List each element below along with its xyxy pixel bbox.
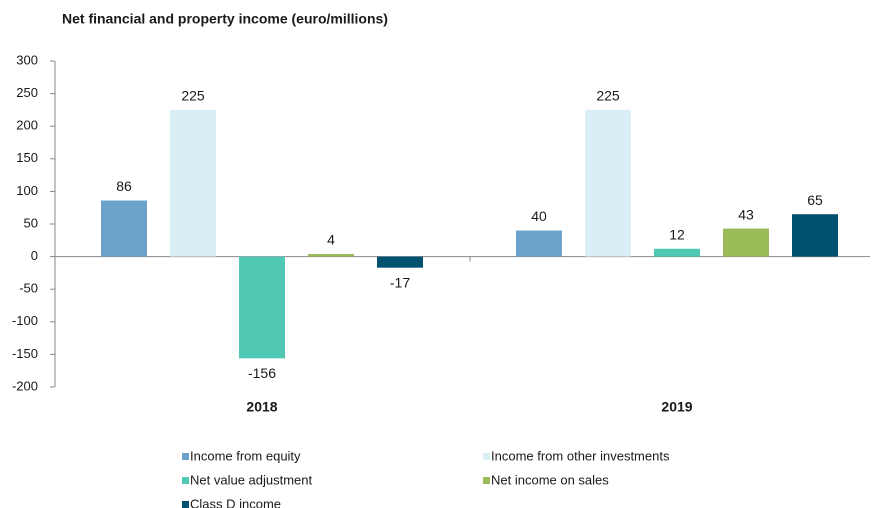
bar [101, 200, 147, 257]
y-tick-label: 200 [16, 118, 38, 133]
y-tick-label: -100 [12, 313, 38, 328]
legend-swatch [483, 477, 490, 484]
value-label: 12 [669, 226, 685, 242]
value-label: -156 [248, 365, 276, 381]
value-label: 225 [181, 88, 205, 104]
legend-swatch [182, 501, 189, 508]
y-tick-label: 50 [24, 215, 38, 230]
legend-label: Income from other investments [491, 448, 670, 463]
value-label: 40 [531, 208, 547, 224]
y-tick-label: -150 [12, 346, 38, 361]
bar [654, 248, 700, 257]
y-tick-label: -50 [19, 281, 38, 296]
value-label: 86 [116, 178, 132, 194]
legend-swatch [483, 453, 490, 460]
value-label: 65 [807, 192, 823, 208]
y-tick-label: 100 [16, 183, 38, 198]
bar [308, 253, 354, 257]
y-tick-label: 250 [16, 85, 38, 100]
y-tick-label: 0 [31, 248, 38, 263]
legend-label: Class D income [190, 496, 281, 508]
value-label: 43 [738, 206, 754, 222]
bar [585, 109, 631, 257]
value-label: -17 [390, 274, 410, 290]
bar [377, 256, 423, 268]
bar [723, 228, 769, 257]
value-label: 4 [327, 232, 335, 248]
y-tick-label: 300 [16, 52, 38, 67]
legend-swatch [182, 477, 189, 484]
legend-label: Income from equity [190, 448, 301, 463]
chart-title: Net financial and property income (euro/… [62, 11, 388, 27]
y-tick-label: -200 [12, 378, 38, 393]
bar [792, 214, 838, 257]
value-label: 225 [596, 88, 620, 104]
bar [516, 230, 562, 257]
legend-swatch [182, 453, 189, 460]
y-tick-label: 150 [16, 150, 38, 165]
bar [170, 109, 216, 257]
x-tick-label: 2019 [661, 399, 692, 415]
x-tick-label: 2018 [246, 399, 277, 415]
bar [239, 256, 285, 359]
legend-label: Net income on sales [491, 472, 609, 487]
legend-label: Net value adjustment [190, 472, 313, 487]
